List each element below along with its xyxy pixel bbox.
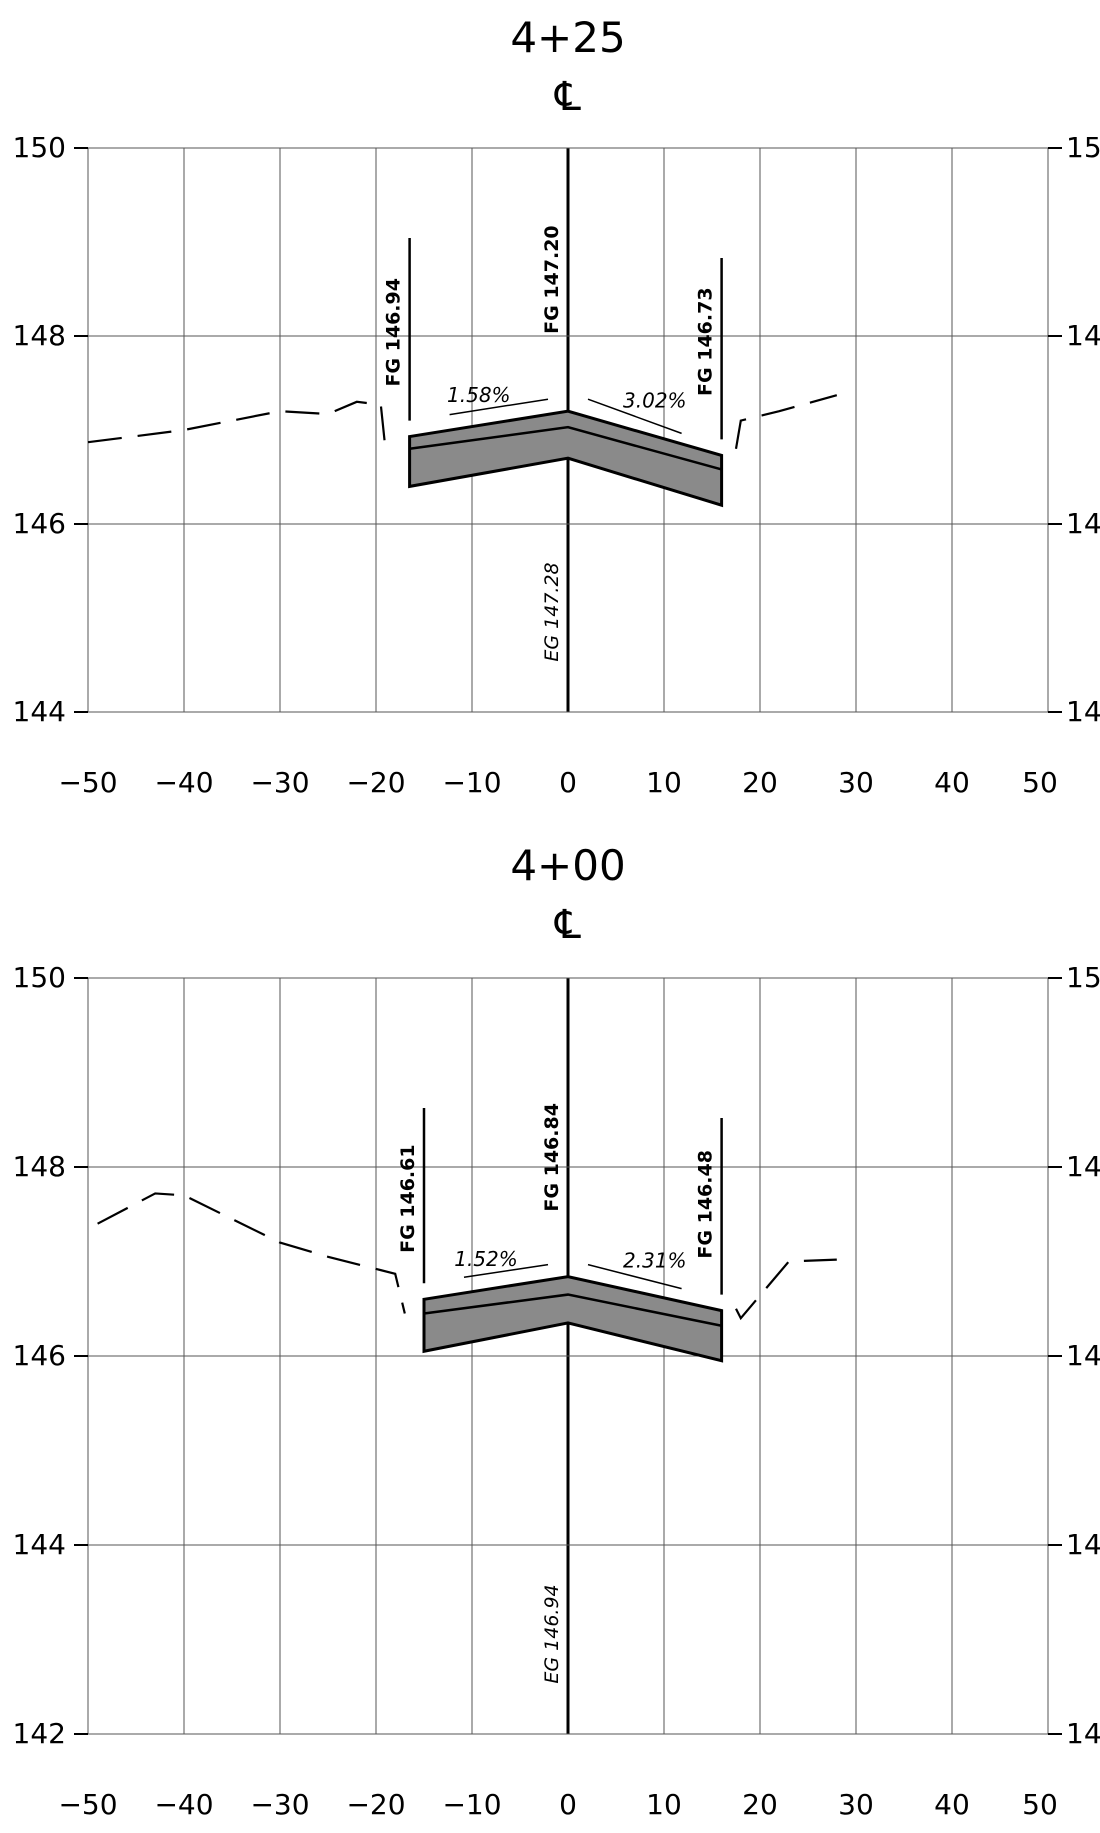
x-tick-label: −50	[58, 766, 117, 799]
y-tick-label: 146	[13, 507, 66, 540]
x-tick-label: 30	[838, 1788, 874, 1821]
x-tick-label: −10	[442, 766, 501, 799]
x-tick-label: −50	[58, 1788, 117, 1821]
slope-right-label: 3.02%	[623, 388, 687, 412]
x-tick-label: −10	[442, 1788, 501, 1821]
x-tick-label: 30	[838, 766, 874, 799]
x-tick-label: 40	[934, 766, 970, 799]
y-tick-label-right: 148	[1066, 319, 1100, 352]
slope-right-arrow	[587, 1263, 682, 1290]
y-tick-label: 148	[13, 1150, 66, 1183]
slope-right-arrow	[587, 398, 682, 435]
y-tick-label: 150	[13, 131, 66, 164]
x-tick-label: −30	[250, 1788, 309, 1821]
slope-right-label: 2.31%	[623, 1249, 687, 1273]
slope-left-label: 1.58%	[447, 383, 511, 407]
section-4-25: 4+25 ℄ 150 150 148 148 146 146 144 144 −50 −40 −30 −2…	[13, 13, 1100, 799]
y-tick-label: 144	[13, 695, 66, 728]
existing-ground-line-left	[97, 1192, 406, 1314]
y-tick-label-right: 144	[1066, 695, 1100, 728]
pavement-layer-line	[409, 425, 722, 471]
x-tick-label: 0	[559, 1788, 577, 1821]
x-tick-label: 10	[646, 766, 682, 799]
centerline-symbol-icon: ℄	[554, 902, 581, 948]
x-tick-label: −20	[346, 1788, 405, 1821]
fg-right-label: FG 146.73	[695, 287, 717, 396]
y-tick-label-right: 144	[1066, 1528, 1100, 1561]
y-tick-label: 144	[13, 1528, 66, 1561]
y-tick-label-right: 150	[1066, 131, 1100, 164]
x-tick-label: −30	[250, 766, 309, 799]
eg-center-label: EG 146.94	[541, 1584, 563, 1683]
fg-left-label: FG 146.61	[397, 1144, 419, 1253]
slope-left-arrow	[449, 398, 549, 416]
x-tick-label: −20	[346, 766, 405, 799]
x-tick-label: −40	[154, 766, 213, 799]
fg-left-label: FG 146.94	[383, 278, 405, 387]
y-tick-label-right: 142	[1066, 1717, 1100, 1750]
x-tick-label: 20	[742, 766, 778, 799]
y-tick-label: 150	[13, 961, 66, 994]
y-tick-label: 148	[13, 319, 66, 352]
pavement-section	[408, 409, 724, 508]
fg-right-label: FG 146.48	[695, 1150, 717, 1259]
x-tick-label: 10	[646, 1788, 682, 1821]
existing-ground-line-right	[734, 394, 838, 449]
y-tick-label-right: 148	[1066, 1150, 1100, 1183]
eg-center-label: EG 147.28	[541, 562, 563, 661]
y-tick-label-right: 150	[1066, 961, 1100, 994]
x-tick-label: 50	[1022, 1788, 1058, 1821]
x-tick-label: −40	[154, 1788, 213, 1821]
x-tick-label: 20	[742, 1788, 778, 1821]
fg-center-label: FG 147.20	[541, 225, 563, 334]
section-4-00: 4+00 ℄ 150 150 148 148 146 146 144 144 142 142 −50 −4…	[13, 841, 1100, 1821]
pavement-layer-line	[423, 1293, 722, 1327]
y-tick-label: 146	[13, 1339, 66, 1372]
y-tick-label-right: 146	[1066, 1339, 1100, 1372]
y-tick-label-right: 146	[1066, 507, 1100, 540]
existing-ground-line-right	[735, 1258, 837, 1321]
station-title: 4+25	[510, 13, 625, 62]
slope-left-arrow	[463, 1263, 549, 1279]
x-tick-label: 40	[934, 1788, 970, 1821]
centerline-symbol-icon: ℄	[554, 74, 581, 120]
fg-center-label: FG 146.84	[541, 1103, 563, 1212]
y-tick-label: 142	[13, 1717, 66, 1750]
station-title: 4+00	[510, 841, 625, 890]
x-tick-label: 50	[1022, 766, 1058, 799]
x-tick-label: 0	[559, 766, 577, 799]
pavement-section	[422, 1275, 724, 1363]
slope-left-label: 1.52%	[454, 1247, 518, 1271]
